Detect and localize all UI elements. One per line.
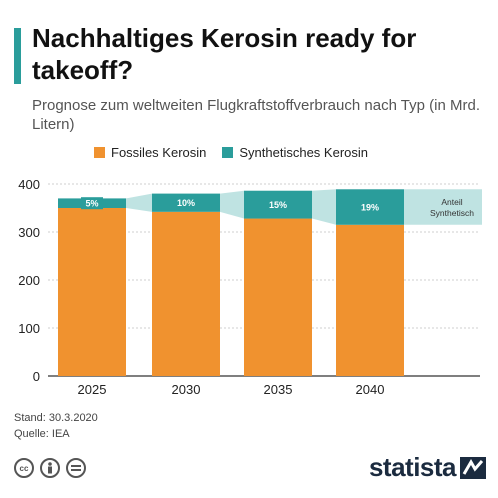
x-tick-label: 2025 — [78, 382, 107, 397]
y-tick-label: 200 — [18, 273, 40, 288]
stacked-bar-chart: 0 100 200 300 400 5% 2025 10% 2030 15% 2035 19% 2040… — [18, 177, 482, 397]
share-label-bg — [81, 197, 103, 210]
bar-synthetic-2040 — [336, 189, 404, 225]
synthetic-share-band — [126, 193, 152, 212]
bar-synthetic-2035 — [244, 190, 312, 219]
synthetic-share-band — [312, 189, 336, 225]
bar-fossil-2025 — [58, 208, 126, 376]
brand-wordmark: statista — [368, 452, 457, 482]
footer-source: Quelle: IEA — [14, 428, 70, 440]
statista-logo-icon — [460, 456, 486, 479]
bar-synthetic-2030 — [152, 193, 220, 212]
x-tick-label: 2040 — [356, 382, 385, 397]
legend-swatch-fossil — [94, 147, 105, 158]
legend-label-fossil: Fossiles Kerosin — [111, 145, 207, 160]
legend-item-synthetic: Synthetisches Kerosin — [222, 145, 368, 160]
title-accent-bar — [14, 28, 21, 84]
by-icon[interactable] — [40, 458, 60, 478]
share-label: 10% — [177, 198, 195, 208]
legend: Fossiles Kerosin Synthetisches Kerosin — [94, 145, 384, 160]
y-tick-label: 100 — [18, 321, 40, 336]
legend-label-synthetic: Synthetisches Kerosin — [239, 145, 368, 160]
footer: Stand: 30.3.2020 Quelle: IEA — [14, 410, 98, 442]
statista-logo[interactable]: statista — [369, 452, 486, 483]
cc-icon[interactable]: cc — [14, 458, 34, 478]
share-label: 5% — [85, 199, 98, 209]
annotation-line-2: Synthetisch — [430, 208, 474, 218]
y-tick-label: 400 — [18, 177, 40, 192]
bar-fossil-2030 — [152, 211, 220, 376]
synthetic-share-band — [220, 190, 244, 219]
share-label: 15% — [269, 200, 287, 210]
annotation-band — [404, 189, 482, 225]
chart-title: Nachhaltiges Kerosin ready for takeoff? — [32, 23, 417, 85]
y-tick-label: 0 — [33, 369, 40, 384]
annotation-line-1: Anteil — [441, 197, 462, 207]
license-icons: cc — [14, 458, 92, 478]
x-tick-label: 2030 — [172, 382, 201, 397]
x-tick-label: 2035 — [264, 382, 293, 397]
nd-icon[interactable] — [66, 458, 86, 478]
legend-item-fossil: Fossiles Kerosin — [94, 145, 206, 160]
bar-fossil-2035 — [244, 218, 312, 376]
footer-date: Stand: 30.3.2020 — [14, 412, 98, 424]
chart-subtitle: Prognose zum weltweiten Flugkraftstoffve… — [32, 97, 480, 133]
legend-swatch-synthetic — [222, 147, 234, 158]
y-tick-label: 300 — [18, 225, 40, 240]
bar-fossil-2040 — [336, 224, 404, 376]
share-label: 19% — [361, 203, 379, 213]
